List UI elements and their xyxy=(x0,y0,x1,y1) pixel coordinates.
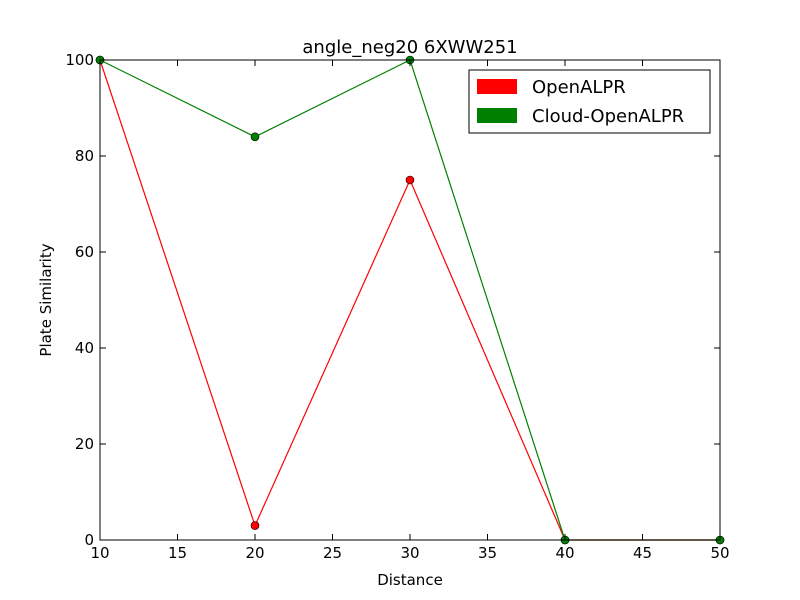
y-tick-label-4: 80 xyxy=(75,147,94,165)
x-tick-label-7: 45 xyxy=(633,544,652,562)
y-tick-label-1: 20 xyxy=(75,435,94,453)
legend: OpenALPR Cloud-OpenALPR xyxy=(468,69,711,134)
legend-swatch-cloud-openalpr xyxy=(477,108,517,123)
data-point-1-1 xyxy=(250,132,260,142)
legend-swatch-openalpr xyxy=(477,79,517,94)
x-tick-label-4: 30 xyxy=(400,544,419,562)
y-tick-label-2: 40 xyxy=(75,339,94,357)
x-axis-label: Distance xyxy=(377,571,443,589)
x-tick-label-0: 10 xyxy=(90,544,109,562)
ticks-layer: 10 15 20 25 30 35 40 45 50 0 20 40 60 80 100 xyxy=(65,51,729,562)
y-tick-label-5: 100 xyxy=(65,51,94,69)
y-axis-label: Plate Similarity xyxy=(37,243,55,356)
chart-title: angle_neg20 6XWW251 xyxy=(302,37,517,58)
legend-label-openalpr: OpenALPR xyxy=(532,77,626,98)
data-point-0-1 xyxy=(250,521,260,530)
x-tick-label-1: 15 xyxy=(168,544,187,562)
x-tick-label-8: 50 xyxy=(710,544,729,562)
y-tick-label-3: 60 xyxy=(75,243,94,261)
x-tick-label-6: 40 xyxy=(555,544,574,562)
x-tick-label-5: 35 xyxy=(478,544,497,562)
x-tick-label-3: 25 xyxy=(323,544,342,562)
legend-label-cloud-openalpr: Cloud-OpenALPR xyxy=(532,106,684,127)
data-point-0-2 xyxy=(405,175,415,185)
y-tick-label-0: 0 xyxy=(84,531,94,549)
x-tick-label-2: 20 xyxy=(245,544,264,562)
